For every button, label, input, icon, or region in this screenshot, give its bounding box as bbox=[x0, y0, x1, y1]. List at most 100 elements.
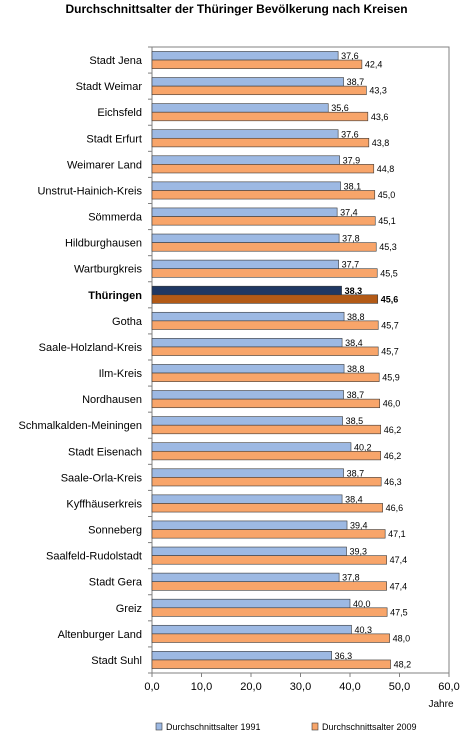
category-label: Schmalkalden-Meiningen bbox=[18, 420, 142, 432]
bar-2009 bbox=[151, 555, 387, 565]
bar-2009 bbox=[151, 59, 363, 69]
bar-2009 bbox=[151, 294, 379, 304]
data-label-2009: 46,2 bbox=[384, 425, 402, 435]
bar-2009 bbox=[151, 529, 386, 539]
bar-2009 bbox=[151, 85, 367, 96]
category-label: Eichsfeld bbox=[97, 107, 142, 119]
data-label-1991: 36,3 bbox=[335, 651, 353, 661]
bar-1991 bbox=[151, 364, 345, 374]
category-label: Greiz bbox=[116, 603, 142, 615]
bar-2009 bbox=[151, 477, 382, 487]
bar-1991 bbox=[151, 103, 329, 113]
data-label-1991: 39,3 bbox=[350, 547, 368, 557]
data-label-1991: 37,6 bbox=[341, 129, 359, 139]
bar-1991 bbox=[151, 390, 344, 400]
x-tick-label: 50,0 bbox=[389, 681, 410, 693]
bar-2009 bbox=[151, 137, 370, 148]
data-label-1991: 38,4 bbox=[345, 338, 363, 348]
data-label-1991: 37,8 bbox=[342, 573, 360, 583]
data-label-2009: 46,0 bbox=[383, 399, 401, 409]
data-label-1991: 38,7 bbox=[347, 390, 365, 400]
bar-2009 bbox=[151, 242, 377, 252]
bar-2009 bbox=[151, 398, 380, 409]
data-label-2009: 45,7 bbox=[381, 320, 399, 330]
data-label-2009: 45,6 bbox=[381, 294, 399, 304]
bar-2009 bbox=[151, 581, 387, 591]
bar-1991 bbox=[151, 572, 340, 583]
bar-1991 bbox=[151, 233, 340, 243]
bar-2009 bbox=[151, 111, 369, 122]
category-label: Saalfeld-Rudolstadt bbox=[46, 551, 142, 563]
data-label-1991: 37,6 bbox=[341, 51, 359, 61]
data-label-2009: 43,8 bbox=[372, 138, 390, 148]
data-label-2009: 43,3 bbox=[369, 86, 387, 96]
category-label: Stadt Jena bbox=[89, 55, 142, 67]
data-label-2009: 46,3 bbox=[384, 477, 402, 487]
data-label-2009: 47,4 bbox=[390, 555, 408, 565]
bar-1991 bbox=[151, 155, 340, 165]
bar-1991 bbox=[151, 624, 352, 635]
bar-1991 bbox=[151, 207, 338, 217]
data-label-1991: 38,7 bbox=[347, 77, 365, 87]
data-label-2009: 45,3 bbox=[379, 242, 397, 252]
data-label-2009: 48,2 bbox=[394, 660, 412, 670]
data-label-2009: 46,6 bbox=[386, 503, 404, 513]
bar-2009 bbox=[151, 346, 379, 356]
x-axis-label: Jahre bbox=[428, 699, 453, 710]
bar-1991 bbox=[151, 546, 347, 556]
bar-2009 bbox=[151, 607, 388, 617]
bar-2009 bbox=[151, 372, 380, 382]
category-label: Saale-Holzland-Kreis bbox=[39, 342, 143, 354]
bar-2009 bbox=[151, 268, 378, 278]
data-label-1991: 38,7 bbox=[347, 468, 365, 478]
x-tick-label: 20,0 bbox=[240, 681, 261, 693]
category-label: Weimarer Land bbox=[67, 159, 142, 171]
data-label-2009: 47,5 bbox=[390, 607, 408, 617]
legend-label-2009: Durchschnittsalter 2009 bbox=[322, 722, 417, 732]
bar-1991 bbox=[151, 338, 343, 348]
x-tick-label: 60,0 bbox=[438, 681, 459, 693]
data-label-1991: 40,2 bbox=[354, 442, 372, 452]
chart-title: Durchschnittsalter der Thüringer Bevölke… bbox=[65, 2, 408, 16]
category-label: Stadt Eisenach bbox=[68, 446, 142, 458]
bar-2009 bbox=[151, 659, 391, 669]
data-label-2009: 45,9 bbox=[382, 373, 400, 383]
bar-1991 bbox=[151, 51, 339, 61]
bar-2009 bbox=[151, 633, 390, 643]
data-label-1991: 38,4 bbox=[345, 494, 363, 504]
bar-2009 bbox=[151, 450, 381, 461]
data-label-1991: 38,3 bbox=[345, 286, 363, 296]
bar-1991 bbox=[151, 77, 344, 87]
bar-2009 bbox=[151, 424, 381, 435]
data-label-1991: 39,4 bbox=[350, 521, 368, 531]
data-label-1991: 38,8 bbox=[347, 312, 365, 322]
category-label: Hildburghausen bbox=[65, 238, 142, 250]
bar-2009 bbox=[151, 320, 379, 330]
bar-2009 bbox=[151, 190, 376, 200]
data-label-1991: 40,3 bbox=[354, 625, 372, 635]
data-label-2009: 47,4 bbox=[390, 581, 408, 591]
data-label-2009: 43,6 bbox=[371, 112, 389, 122]
bar-1991 bbox=[151, 520, 348, 530]
bar-1991 bbox=[151, 442, 352, 452]
data-label-1991: 38,5 bbox=[346, 416, 364, 426]
data-label-1991: 37,9 bbox=[343, 155, 361, 165]
data-label-2009: 45,1 bbox=[378, 216, 396, 226]
category-label: Wartburgkreis bbox=[74, 264, 143, 276]
bar-1991 bbox=[151, 651, 332, 661]
data-label-1991: 37,4 bbox=[340, 208, 358, 218]
category-label: Sonneberg bbox=[88, 525, 142, 537]
legend-swatch-1991 bbox=[155, 722, 163, 731]
bar-1991 bbox=[151, 598, 351, 609]
data-label-2009: 45,7 bbox=[381, 347, 399, 357]
data-label-2009: 48,0 bbox=[393, 633, 411, 643]
x-tick-label: 40,0 bbox=[339, 681, 360, 693]
data-label-2009: 47,1 bbox=[388, 529, 406, 539]
data-label-1991: 37,7 bbox=[342, 260, 360, 270]
category-label: Stadt Gera bbox=[89, 577, 143, 589]
data-label-1991: 38,8 bbox=[347, 364, 365, 374]
x-tick-label: 30,0 bbox=[290, 681, 311, 693]
category-label: Unstrut-Hainich-Kreis bbox=[37, 185, 142, 197]
